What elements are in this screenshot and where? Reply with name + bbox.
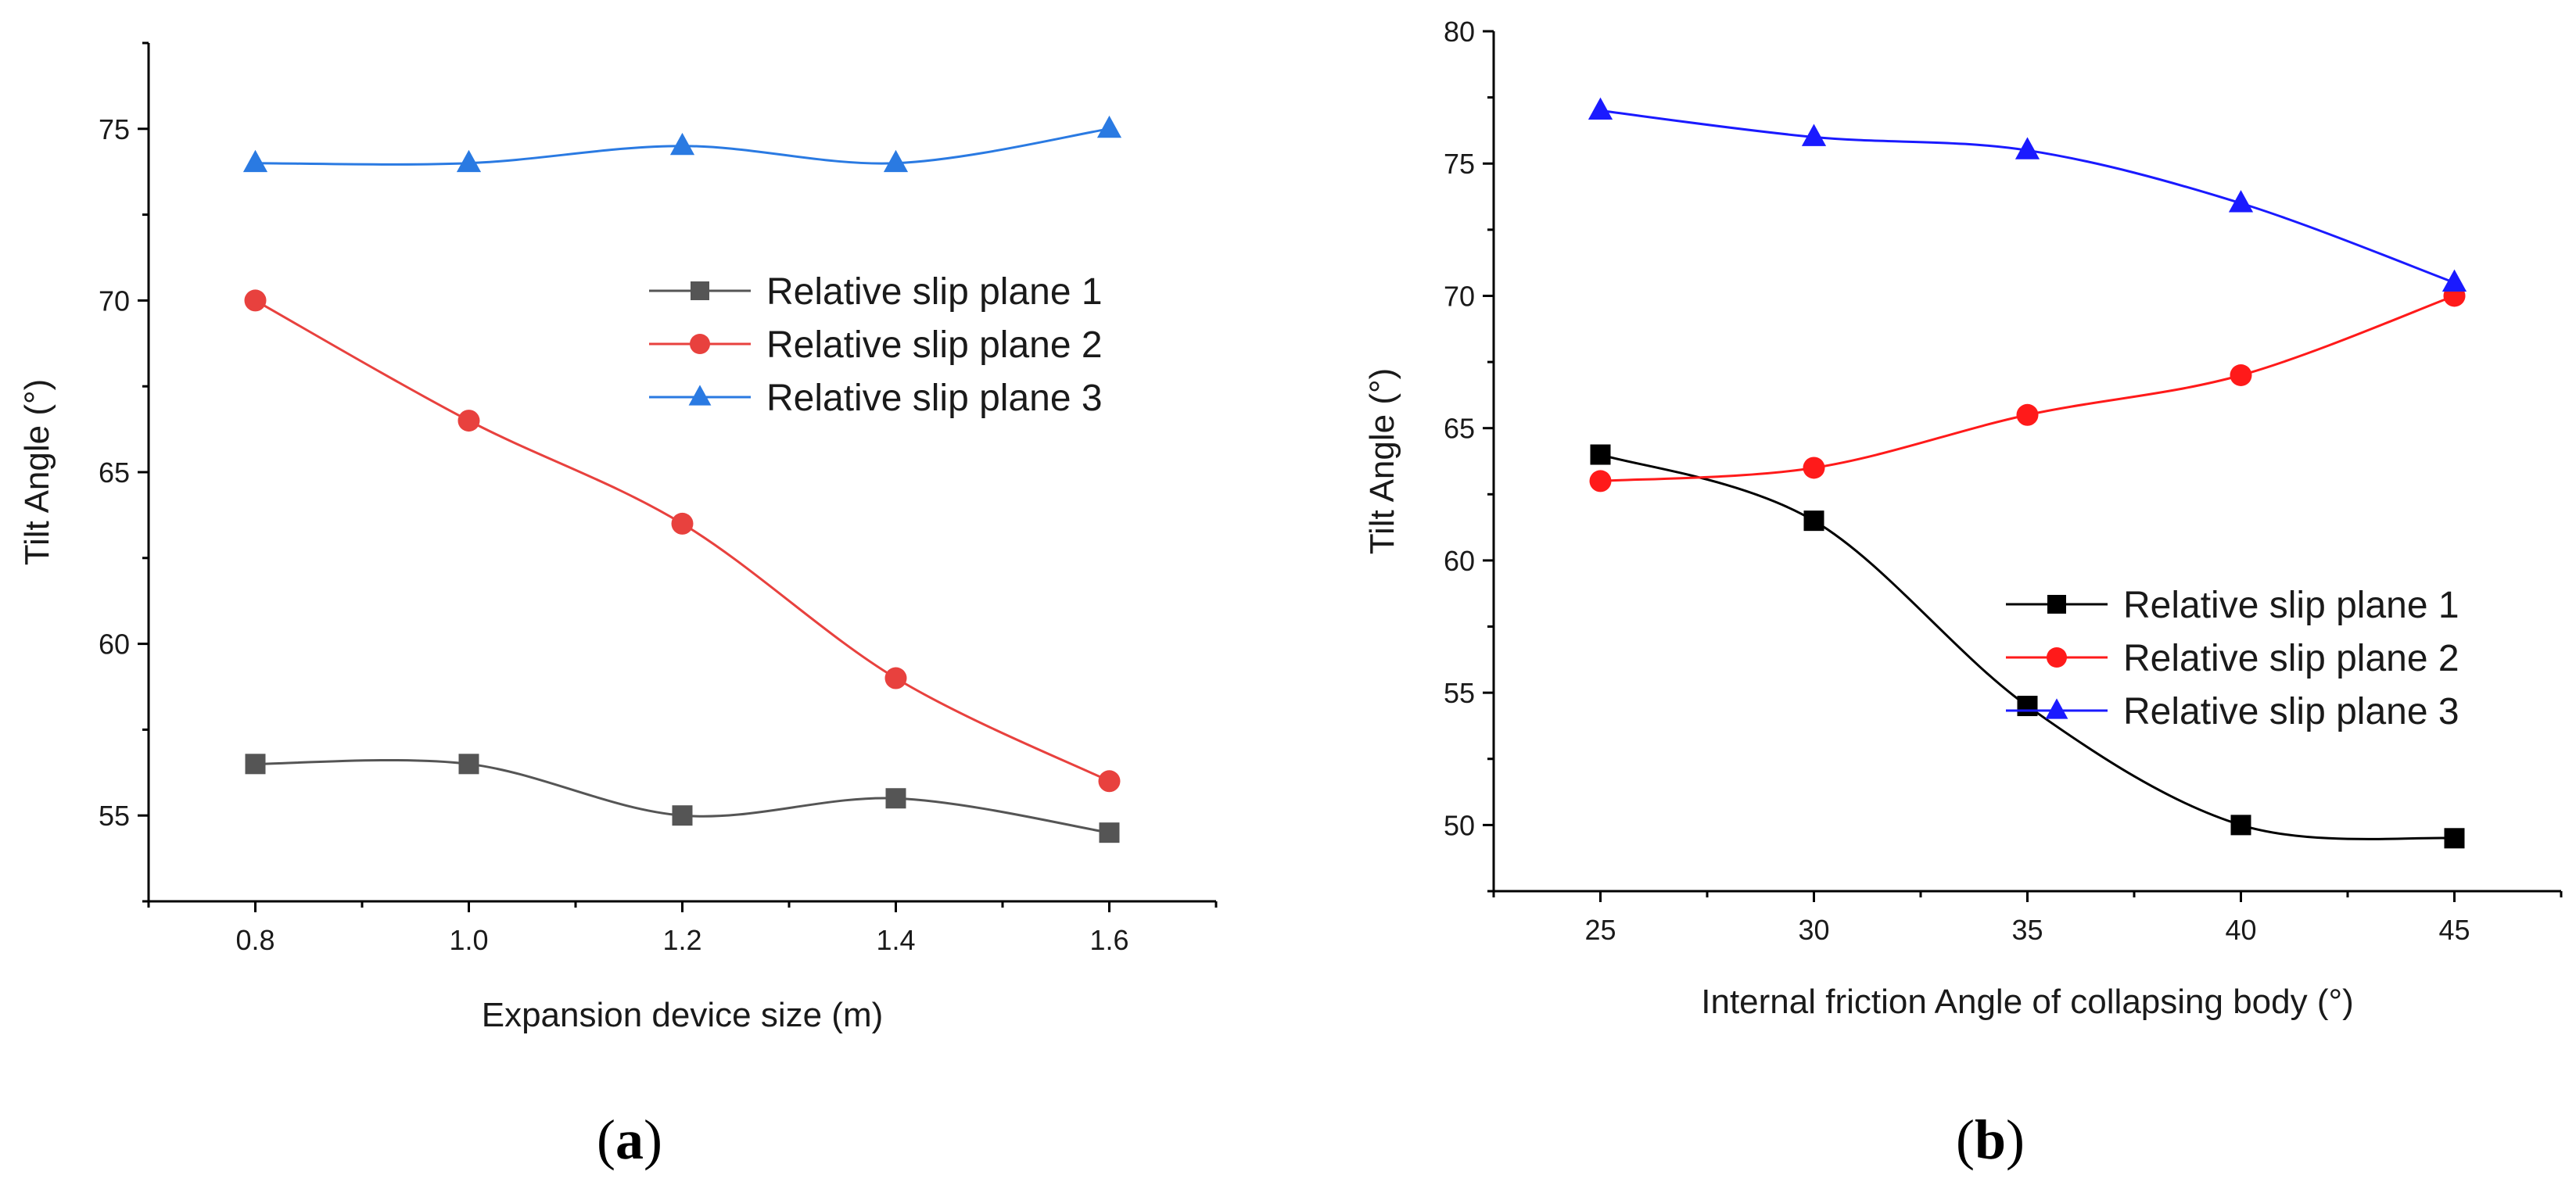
x-tick-label-a: 1.4	[876, 924, 915, 956]
data-point-b-1-2	[1803, 510, 1824, 532]
y-tick-label-a: 75	[99, 113, 130, 145]
data-point-b-2-2	[1803, 457, 1825, 479]
data-point-a-2-2	[457, 410, 480, 432]
y-tick-label-b: 65	[1444, 413, 1475, 445]
data-point-b-3-2	[1801, 124, 1827, 146]
y-axis-title-b: Tilt Angle (°)	[1363, 368, 1401, 554]
y-tick-label-a: 70	[99, 285, 130, 317]
legend-entry-label-b-3: Relative slip plane 3	[2123, 691, 2459, 732]
x-tick-label-b: 30	[1798, 914, 1829, 946]
data-point-a-2-4	[884, 667, 907, 689]
series-line-b-3	[1599, 109, 2456, 285]
legend-marker-b-2	[2047, 647, 2067, 668]
y-axis-title-a: Tilt Angle (°)	[18, 379, 56, 565]
panel-label-letter: a	[615, 1108, 644, 1171]
data-point-a-1-3	[672, 805, 693, 826]
data-point-b-3-1	[1588, 97, 1613, 120]
y-tick-label-b: 80	[1444, 16, 1475, 48]
x-axis-title-a: Expansion device size (m)	[482, 996, 884, 1034]
data-point-a-1-1	[245, 754, 266, 775]
data-point-b-2-4	[2230, 364, 2252, 386]
panel-label-letter: b	[1975, 1108, 2006, 1171]
data-point-b-1-5	[2444, 828, 2465, 849]
x-tick-label-b: 45	[2438, 914, 2470, 946]
y-tick-label-b: 50	[1444, 809, 1475, 841]
data-point-b-3-3	[2015, 137, 2040, 159]
data-point-b-2-1	[1589, 470, 1612, 492]
data-point-b-1-1	[1590, 444, 1611, 465]
x-tick-label-a: 0.8	[235, 924, 274, 956]
legend-entry-label-a-3: Relative slip plane 3	[766, 378, 1103, 419]
panel-label-close-paren: )	[2006, 1108, 2025, 1171]
series-line-a-2	[254, 299, 1110, 783]
x-axis-title-b: Internal friction Angle of collapsing bo…	[1701, 983, 2354, 1021]
data-point-b-3-5	[2441, 269, 2467, 292]
legend-b: Relative slip plane 1 Relative slip plane…	[2006, 585, 2459, 732]
chart-panel-a: 55 60 65 70 75 0.8 1.0 1.2 1.4 1.6 Expansion devic…	[18, 41, 1218, 1171]
legend-a: Relative slip plane 1 Relative slip plane…	[649, 271, 1103, 419]
y-tick-label-a: 55	[99, 800, 130, 832]
data-point-a-1-4	[885, 788, 906, 809]
legend-entry-label-b-1: Relative slip plane 1	[2123, 585, 2459, 626]
data-point-b-1-3	[2017, 696, 2038, 717]
y-tick-label-b: 70	[1444, 280, 1475, 312]
y-tick-label-a: 65	[99, 457, 130, 489]
panel-label-a: (a)	[597, 1108, 662, 1171]
legend-entry-label-b-2: Relative slip plane 2	[2123, 638, 2459, 679]
series-line-b-2	[1599, 294, 2456, 482]
legend-entry-label-a-2: Relative slip plane 2	[766, 324, 1103, 366]
x-tick-label-b: 40	[2225, 914, 2256, 946]
x-tick-label-a: 1.2	[662, 924, 701, 956]
y-tick-label-b: 55	[1444, 677, 1475, 709]
legend-marker-b-1	[2047, 595, 2066, 614]
data-point-a-1-5	[1099, 822, 1120, 843]
x-tick-label-a: 1.6	[1089, 924, 1128, 956]
legend-marker-a-3	[688, 385, 712, 406]
panel-label-b: (b)	[1956, 1108, 2025, 1171]
data-point-a-2-3	[671, 512, 694, 535]
x-tick-label-a: 1.0	[449, 924, 488, 956]
x-tick-label-b: 25	[1584, 914, 1616, 946]
panel-label-close-paren: )	[644, 1108, 662, 1171]
data-point-a-3-1	[242, 149, 268, 173]
data-point-a-3-4	[883, 149, 909, 173]
panel-label-open-paren: (	[1956, 1108, 1975, 1171]
legend-marker-a-1	[691, 281, 709, 300]
y-tick-label-b: 75	[1444, 148, 1475, 180]
data-point-a-2-5	[1098, 770, 1121, 793]
legend-marker-a-2	[690, 334, 710, 354]
data-point-a-3-3	[669, 132, 695, 156]
legend-entry-label-a-1: Relative slip plane 1	[766, 271, 1103, 313]
data-point-a-3-2	[456, 149, 482, 173]
x-tick-label-b: 35	[2011, 914, 2043, 946]
chart-panel-b: 50 55 60 65 70 75 80 25 30 35 40 45 Internal frictio…	[1363, 16, 2563, 1171]
y-tick-label-b: 60	[1444, 545, 1475, 577]
y-tick-label-a: 60	[99, 629, 130, 661]
data-point-a-3-5	[1096, 115, 1122, 138]
data-point-a-1-2	[458, 754, 479, 775]
data-point-b-1-4	[2230, 815, 2251, 836]
data-point-a-2-1	[244, 289, 267, 312]
legend-marker-b-3	[2045, 698, 2068, 719]
data-point-b-3-4	[2228, 190, 2254, 213]
panel-label-open-paren: (	[597, 1108, 615, 1171]
data-point-b-2-3	[2016, 403, 2039, 426]
